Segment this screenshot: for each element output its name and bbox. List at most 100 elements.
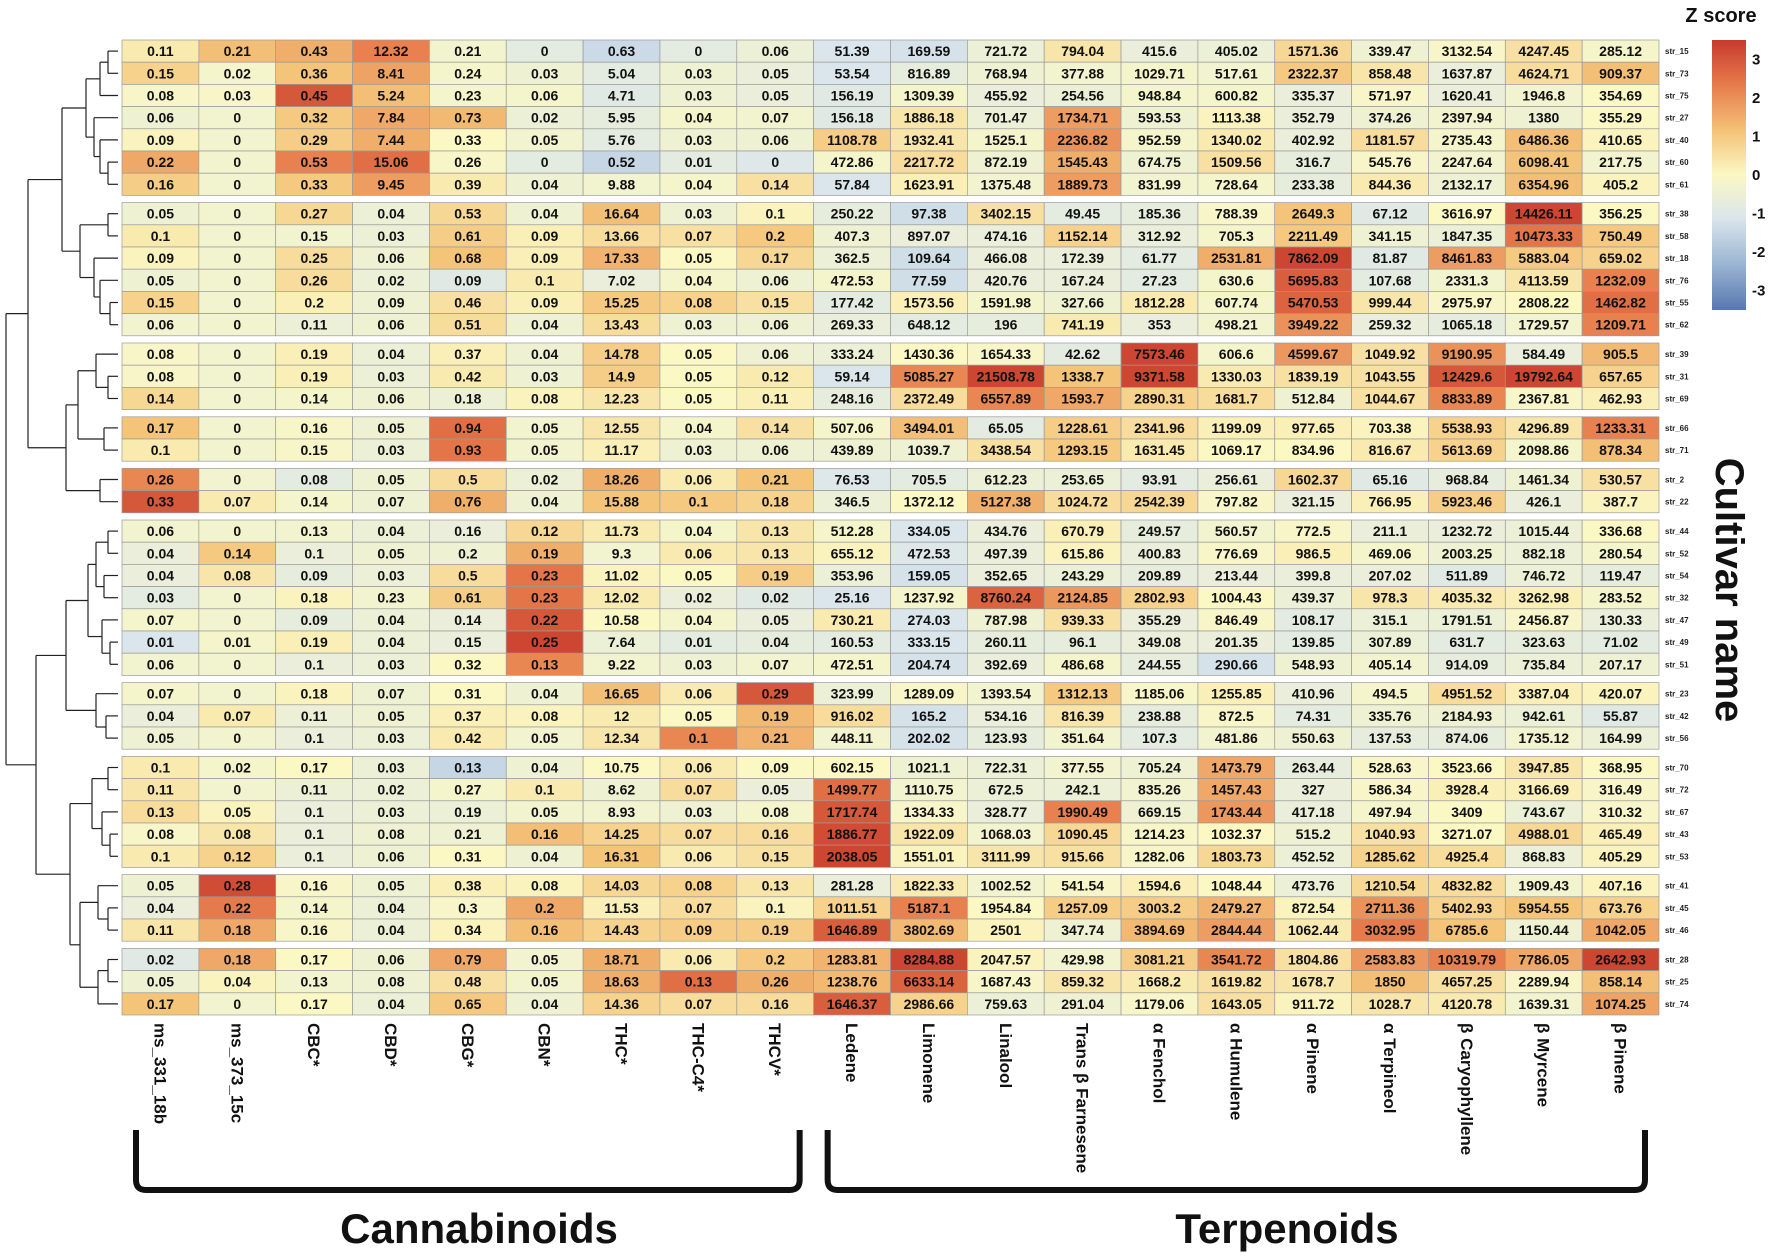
- cell-value: 352.79: [1292, 110, 1335, 126]
- column-labels: ms_331_18b ms_373_15c CBC* CBD* CBG* CBN* THC*…: [150, 1023, 1629, 1173]
- cell-value: 1309.39: [904, 88, 955, 104]
- cell-value: 0.16: [301, 922, 328, 938]
- cell-value: 1623.91: [904, 176, 955, 192]
- cell-value: 1004.43: [1211, 590, 1262, 606]
- cell-value: 0.1: [304, 545, 324, 561]
- cell-value: 5187.1: [908, 900, 951, 916]
- cell-value: 612.23: [984, 472, 1027, 488]
- cell-value: 368.95: [1599, 760, 1642, 776]
- cell-value: 1282.06: [1134, 848, 1185, 864]
- cell-value: 0.07: [224, 494, 251, 510]
- cell-value: 1990.49: [1057, 804, 1108, 820]
- cell-value: 351.64: [1061, 730, 1104, 746]
- cell-value: 2986.66: [904, 996, 955, 1012]
- cell-value: 3894.69: [1134, 922, 1185, 938]
- cell-value: 0.2: [458, 545, 478, 561]
- cell-value: 0.04: [377, 612, 404, 628]
- cell-value: 256.61: [1215, 472, 1258, 488]
- heatmap-cell: [1581, 490, 1660, 514]
- cell-value: 254.56: [1061, 88, 1104, 104]
- cell-value: 831.99: [1138, 176, 1181, 192]
- cell-value: 2397.94: [1442, 110, 1493, 126]
- cell-value: 405.29: [1599, 848, 1642, 864]
- cell-value: 0.45: [301, 88, 328, 104]
- cell-value: 2975.97: [1442, 295, 1493, 311]
- cell-value: 356.25: [1599, 206, 1642, 222]
- cell-value: 0.2: [765, 228, 785, 244]
- column-label: β Pinene: [1611, 1023, 1630, 1094]
- cell-value: 0.25: [531, 634, 558, 650]
- cell-value: 466.08: [984, 250, 1027, 266]
- cell-value: 0.26: [301, 272, 328, 288]
- cell-value: 0.09: [531, 228, 558, 244]
- cell-value: 0.51: [454, 317, 481, 333]
- cell-value: 377.88: [1061, 65, 1104, 81]
- cell-value: 18.63: [604, 974, 639, 990]
- cell-value: 12.32: [373, 43, 408, 59]
- cell-value: 7862.09: [1288, 250, 1339, 266]
- column-label: α Fenchol: [1149, 1023, 1168, 1103]
- cell-value: 312.92: [1138, 228, 1181, 244]
- cell-value: 21508.78: [977, 368, 1036, 384]
- cell-value: 377.55: [1061, 760, 1104, 776]
- cell-value: 978.3: [1373, 590, 1408, 606]
- cell-value: 512.84: [1292, 391, 1335, 407]
- cell-value: 835.26: [1138, 782, 1181, 798]
- cell-value: 497.94: [1369, 804, 1412, 820]
- cell-value: 244.55: [1138, 656, 1181, 672]
- cell-value: 14426.11: [1515, 206, 1573, 222]
- row-label: str_61: [1665, 180, 1689, 189]
- cell-value: 7.44: [377, 132, 404, 148]
- cell-value: 1571.36: [1288, 43, 1339, 59]
- cell-value: 0.24: [454, 65, 481, 81]
- y-axis-title: Cultivar name: [1707, 458, 1751, 723]
- cell-value: 9190.95: [1442, 346, 1493, 362]
- cell-value: 0.06: [762, 132, 789, 148]
- group-bracket: [133, 1130, 803, 1193]
- cell-value: 0.29: [301, 132, 328, 148]
- cell-value: 1639.31: [1518, 996, 1569, 1012]
- cell-value: 0.73: [454, 110, 481, 126]
- cell-value: 243.29: [1061, 568, 1104, 584]
- cell-value: 97.38: [911, 206, 946, 222]
- cell-value: 1150.44: [1519, 922, 1569, 938]
- cell-value: 8833.89: [1442, 391, 1493, 407]
- cell-value: 0.15: [301, 228, 328, 244]
- cell-value: 0.29: [762, 686, 789, 702]
- cell-value: 0.33: [147, 494, 174, 510]
- cell-value: 1909.43: [1518, 878, 1569, 894]
- cell-value: 705.24: [1138, 760, 1181, 776]
- cell-value: 1573.56: [904, 295, 955, 311]
- heatmap-cell: [1581, 438, 1660, 462]
- row-label: str_70: [1665, 764, 1689, 773]
- cell-value: 2642.93: [1595, 952, 1646, 968]
- cell-value: 2367.81: [1518, 391, 1569, 407]
- cell-value: 0.13: [147, 804, 174, 820]
- cell-value: 0.61: [454, 590, 481, 606]
- cell-value: 1113.38: [1212, 110, 1261, 126]
- cell-value: 1946.8: [1522, 88, 1565, 104]
- cell-value: 0.26: [147, 472, 174, 488]
- cell-value: 0.04: [224, 974, 251, 990]
- cell-value: 4832.82: [1442, 878, 1493, 894]
- cell-value: 0: [233, 656, 241, 672]
- row-label: str_15: [1665, 47, 1689, 56]
- cell-value: 209.89: [1138, 568, 1181, 584]
- cell-value: 517.61: [1215, 65, 1258, 81]
- row-label: str_55: [1665, 299, 1689, 308]
- cell-value: 202.02: [908, 730, 951, 746]
- cell-value: 497.39: [984, 545, 1027, 561]
- cell-value: 797.82: [1215, 494, 1258, 510]
- cell-value: 159.05: [908, 568, 951, 584]
- cell-value: 165.2: [911, 708, 946, 724]
- cell-value: 0: [233, 250, 241, 266]
- cell-value: 109.64: [908, 250, 951, 266]
- cell-value: 0.04: [685, 523, 712, 539]
- cell-value: 1152.14: [1058, 228, 1108, 244]
- cell-value: 10.75: [604, 760, 639, 776]
- cell-value: 0.17: [762, 250, 789, 266]
- cell-value: 486.68: [1061, 656, 1104, 672]
- cell-value: 721.72: [984, 43, 1027, 59]
- cell-value: 606.6: [1219, 346, 1254, 362]
